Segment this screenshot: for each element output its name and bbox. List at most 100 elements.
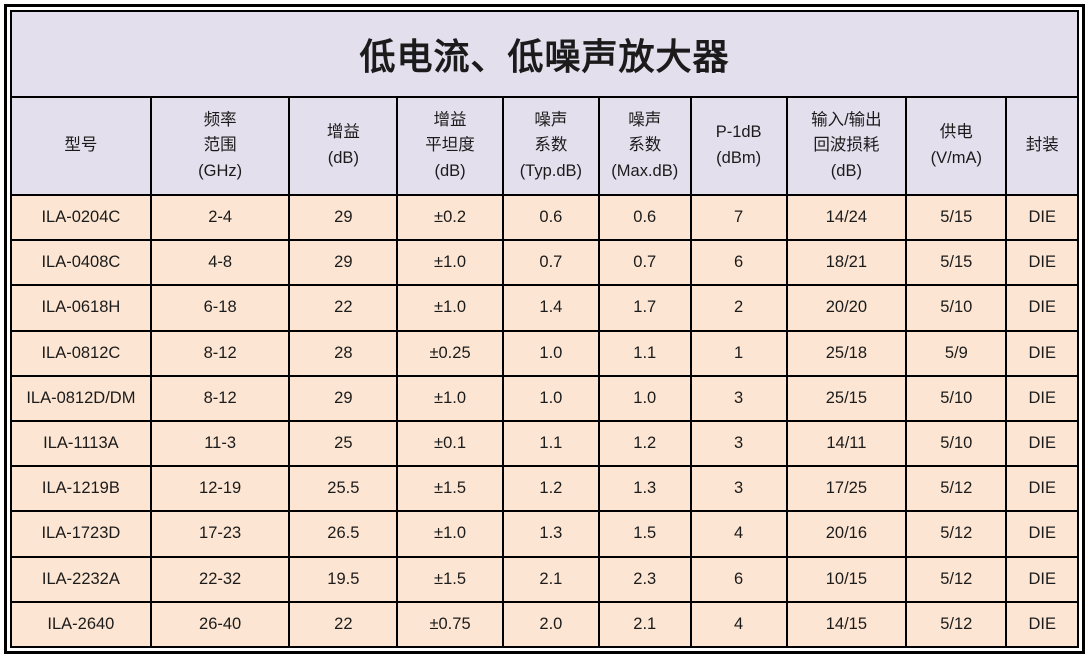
table-cell-package: DIE <box>1005 239 1079 287</box>
table-cell-nf-typ: 1.3 <box>501 510 600 558</box>
table-cell-nf-max: 2.1 <box>597 600 692 649</box>
table-cell-return-loss: 14/15 <box>785 600 908 649</box>
column-header-flatness: 增益平坦度 (dB) <box>396 96 504 196</box>
table-cell-nf-max: 2.3 <box>597 555 692 603</box>
title-row: 低电流、低噪声放大器 <box>10 10 1079 98</box>
table-cell-nf-max: 1.7 <box>597 284 692 332</box>
table-cell-nf-max: 1.2 <box>597 419 692 468</box>
amplifier-spec-table: 低电流、低噪声放大器 型号 频率 范围 (GHz) 增益 (dB) 增益平坦度 (dB) 噪声系… <box>10 10 1079 649</box>
table-cell-gain: 29 <box>288 374 399 422</box>
table-row: ILA-0408C 4-8 29 ±1.0 0.7 0.7 6 18/21 5/15 DIE <box>10 239 1079 287</box>
table-cell-package: DIE <box>1005 193 1079 242</box>
column-header-line: 平坦度 <box>425 136 475 155</box>
table-cell-gain: 25 <box>288 419 399 468</box>
column-header-nf-max: 噪声 系数 (Max.dB) <box>597 96 692 196</box>
column-header-line: 供电 <box>939 123 973 142</box>
column-header-line: 输入/输出 <box>811 110 882 129</box>
column-header-line: 回波损耗 <box>813 136 880 155</box>
table-cell-freq-range: 6-18 <box>149 284 291 332</box>
table-cell-package: DIE <box>1005 374 1079 422</box>
table-cell-p1db: 7 <box>689 193 788 242</box>
table-cell-nf-typ: 1.1 <box>501 419 600 468</box>
table-cell-supply: 5/10 <box>905 374 1008 422</box>
column-header-return-loss: 输入/输出 回波损耗 (dB) <box>785 96 908 196</box>
column-header-line: (dBm) <box>716 149 762 167</box>
table-cell-supply: 5/10 <box>905 419 1008 468</box>
column-header-line: (V/mA) <box>930 149 982 167</box>
table-cell-gain: 28 <box>288 329 399 377</box>
column-header-line: 噪声 <box>534 110 568 129</box>
table-cell-freq-range: 22-32 <box>149 555 291 603</box>
table-body: ILA-0204C 2-4 29 ±0.2 0.6 0.6 7 14/24 5/15 DIE ILA… <box>10 193 1079 649</box>
table-cell-package: DIE <box>1005 419 1079 468</box>
table-cell-return-loss: 25/15 <box>785 374 908 422</box>
table-cell-flatness: ±0.25 <box>396 329 504 377</box>
column-header-line: 增益 <box>433 110 467 129</box>
table-cell-model: ILA-0812D/DM <box>10 374 152 422</box>
table-row: ILA-2232A 22-32 19.5 ±1.5 2.1 2.3 6 10/15 5/12 DI… <box>10 555 1079 603</box>
table-cell-supply: 5/12 <box>905 600 1008 649</box>
table-cell-flatness: ±1.0 <box>396 374 504 422</box>
table-cell-p1db: 1 <box>689 329 788 377</box>
table-cell-return-loss: 14/24 <box>785 193 908 242</box>
table-cell-nf-typ: 1.0 <box>501 329 600 377</box>
table-cell-flatness: ±1.5 <box>396 465 504 513</box>
table-cell-nf-typ: 1.0 <box>501 374 600 422</box>
table-cell-nf-max: 1.3 <box>597 465 692 513</box>
table-cell-package: DIE <box>1005 600 1079 649</box>
header-row: 型号 频率 范围 (GHz) 增益 (dB) 增益 平坦度 (dB) 噪声 系数 (Typ.dB) 噪声… <box>10 96 1079 196</box>
table-cell-freq-range: 4-8 <box>149 239 291 287</box>
table-cell-nf-typ: 0.6 <box>501 193 600 242</box>
table-cell-freq-range: 12-19 <box>149 465 291 513</box>
table-row: ILA-1219B 12-19 25.5 ±1.5 1.2 1.3 3 17/25 5/12 DI… <box>10 465 1079 513</box>
column-header-nf-typ: 噪声 系数 (Typ.dB) <box>501 96 600 196</box>
column-header-line: 增益 <box>326 123 360 142</box>
table-cell-p1db: 6 <box>689 555 788 603</box>
table-cell-nf-max: 0.6 <box>597 193 692 242</box>
table-cell-package: DIE <box>1005 284 1079 332</box>
table-cell-flatness: ±1.0 <box>396 510 504 558</box>
table-cell-flatness: ±0.1 <box>396 419 504 468</box>
table-cell-gain: 25.5 <box>288 465 399 513</box>
table-cell-nf-typ: 2.0 <box>501 600 600 649</box>
table-cell-gain: 22 <box>288 600 399 649</box>
table-cell-gain: 29 <box>288 193 399 242</box>
column-header-line: 型号 <box>64 136 98 155</box>
table-row: ILA-1723D 17-23 26.5 ±1.0 1.3 1.5 4 20/16 5/12 DI… <box>10 510 1079 558</box>
column-header-line: 范围 <box>203 136 237 155</box>
table-row: ILA-0812C 8-12 28 ±0.25 1.0 1.1 1 25/18 5/9 DIE <box>10 329 1079 377</box>
table-cell-flatness: ±1.5 <box>396 555 504 603</box>
column-header-line: 系数 <box>628 136 662 155</box>
table-row: ILA-0204C 2-4 29 ±0.2 0.6 0.6 7 14/24 5/15 DIE <box>10 193 1079 242</box>
column-header-freq-range: 频率 范围 (GHz) <box>149 96 291 196</box>
column-header-line: 系数 <box>534 136 568 155</box>
table-cell-model: ILA-0408C <box>10 239 152 287</box>
table-row: ILA-2640 26-40 22 ±0.75 2.0 2.1 4 14/15 5/12 DIE <box>10 600 1079 649</box>
table-frame: 低电流、低噪声放大器 型号 频率 范围 (GHz) 增益 (dB) 增益平坦度 (dB) 噪声系… <box>4 4 1085 654</box>
table-cell-nf-max: 0.7 <box>597 239 692 287</box>
table-cell-supply: 5/12 <box>905 465 1008 513</box>
column-header-line: 封装 <box>1025 136 1059 155</box>
table-cell-p1db: 6 <box>689 239 788 287</box>
table-cell-nf-max: 1.5 <box>597 510 692 558</box>
table-cell-flatness: ±1.0 <box>396 239 504 287</box>
table-cell-supply: 5/15 <box>905 239 1008 287</box>
table-cell-p1db: 4 <box>689 510 788 558</box>
table-cell-freq-range: 8-12 <box>149 329 291 377</box>
table-cell-supply: 5/12 <box>905 555 1008 603</box>
column-header-line: (Max.dB) <box>611 161 679 180</box>
column-header-package: 封装 <box>1005 96 1079 196</box>
table-cell-gain: 26.5 <box>288 510 399 558</box>
table-cell-supply: 5/15 <box>905 193 1008 242</box>
table-cell-nf-max: 1.0 <box>597 374 692 422</box>
table-cell-model: ILA-0204C <box>10 193 152 242</box>
table-cell-freq-range: 17-23 <box>149 510 291 558</box>
table-row: ILA-1113A 11-3 25 ±0.1 1.1 1.2 3 14/11 5/10 DIE <box>10 419 1079 468</box>
table-cell-flatness: ±0.2 <box>396 193 504 242</box>
table-cell-package: DIE <box>1005 510 1079 558</box>
table-cell-return-loss: 17/25 <box>785 465 908 513</box>
table-cell-return-loss: 10/15 <box>785 555 908 603</box>
table-cell-supply: 5/10 <box>905 284 1008 332</box>
table-cell-model: ILA-2640 <box>10 600 152 649</box>
column-header-line: (dB) <box>434 161 466 180</box>
